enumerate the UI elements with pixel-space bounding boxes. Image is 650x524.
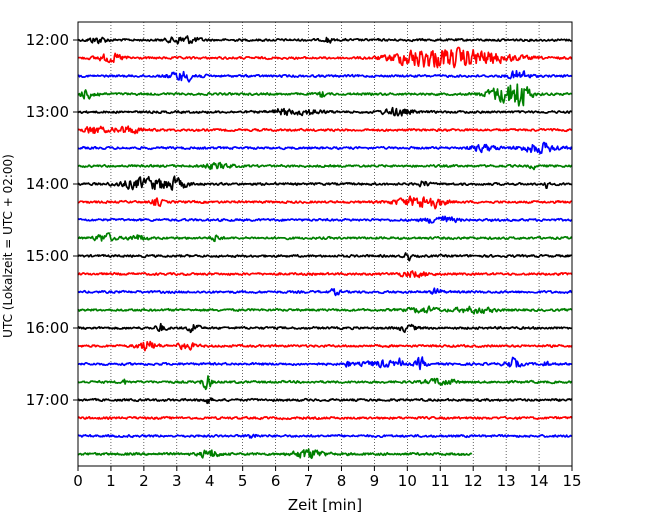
trace-12:30 bbox=[77, 69, 573, 83]
y-tick-label-17:00: 17:00 bbox=[26, 391, 69, 409]
trace-13:15 bbox=[77, 125, 573, 135]
trace-17:45 bbox=[77, 448, 473, 460]
x-tick-label-15: 15 bbox=[562, 472, 581, 490]
x-tick-label-2: 2 bbox=[139, 472, 149, 490]
x-tick-label-14: 14 bbox=[530, 472, 549, 490]
y-axis-label: UTC (Lokalzeit = UTC + 02:00) bbox=[1, 154, 15, 338]
trace-12:15 bbox=[77, 46, 573, 69]
x-tick-label-0: 0 bbox=[73, 472, 83, 490]
vertical-grid bbox=[110, 22, 540, 466]
x-axis-label: Zeit [min] bbox=[288, 496, 362, 514]
trace-17:00 bbox=[77, 397, 573, 405]
trace-14:15 bbox=[77, 195, 573, 210]
trace-16:00 bbox=[77, 322, 573, 334]
x-tick-label-1: 1 bbox=[106, 472, 116, 490]
trace-16:45 bbox=[77, 375, 573, 391]
trace-15:30 bbox=[77, 287, 573, 297]
x-tick-label-12: 12 bbox=[464, 472, 483, 490]
y-tick-label-15:00: 15:00 bbox=[26, 247, 69, 265]
trace-14:45 bbox=[77, 232, 573, 243]
x-tick-label-10: 10 bbox=[398, 472, 417, 490]
trace-14:00 bbox=[77, 175, 573, 191]
trace-13:00 bbox=[77, 106, 573, 117]
trace-16:15 bbox=[77, 340, 573, 352]
trace-14:30 bbox=[77, 215, 573, 224]
x-tick-label-8: 8 bbox=[337, 472, 347, 490]
x-tick-label-9: 9 bbox=[370, 472, 380, 490]
x-tick-label-7: 7 bbox=[304, 472, 314, 490]
trace-12:00 bbox=[77, 35, 573, 45]
trace-15:45 bbox=[77, 305, 573, 315]
x-tick-label-4: 4 bbox=[205, 472, 215, 490]
y-tick-label-12:00: 12:00 bbox=[26, 31, 69, 49]
y-tick-label-14:00: 14:00 bbox=[26, 175, 69, 193]
trace-15:15 bbox=[77, 270, 573, 279]
y-tick-label-16:00: 16:00 bbox=[26, 319, 69, 337]
trace-13:30 bbox=[77, 141, 573, 155]
y-tick-label-13:00: 13:00 bbox=[26, 103, 69, 121]
trace-15:00 bbox=[77, 252, 573, 262]
trace-12:45 bbox=[77, 83, 573, 107]
x-tick-label-5: 5 bbox=[238, 472, 248, 490]
x-tick-label-13: 13 bbox=[497, 472, 516, 490]
plot-frame bbox=[77, 21, 573, 467]
x-tick-label-11: 11 bbox=[431, 472, 450, 490]
x-tick-label-3: 3 bbox=[172, 472, 182, 490]
trace-16:30 bbox=[77, 356, 573, 371]
trace-series bbox=[77, 35, 573, 460]
trace-17:30 bbox=[77, 433, 573, 439]
axis-ticks: 0 1 2 3 4 5 6 7 8 9 10 11 12 13 14 1512:0013:0014:0015:… bbox=[26, 31, 582, 490]
x-tick-label-6: 6 bbox=[271, 472, 281, 490]
trace-17:15 bbox=[77, 415, 573, 421]
trace-13:45 bbox=[77, 161, 573, 171]
